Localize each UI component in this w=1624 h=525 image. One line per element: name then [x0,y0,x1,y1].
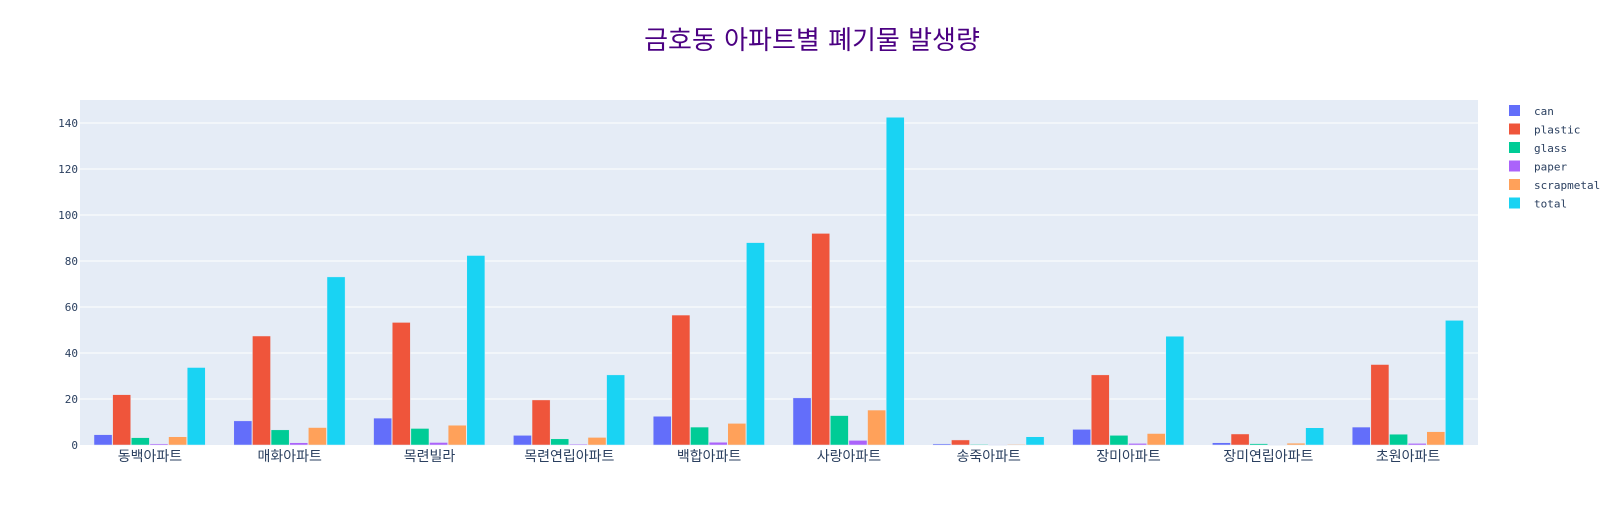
bar-total [1025,436,1045,446]
x-axis-ticks: 동백아파트 매화아파트 목련빌라 목련연립아파트 백합아파트 사랑아파트 송죽아파트 장미아파… [118,449,1441,465]
bar-can [1212,442,1231,446]
legend-label-plastic: plastic [1534,124,1580,137]
bar-can [93,434,113,446]
bar-can [652,416,672,446]
bar-plastic [112,394,132,446]
bar-can [513,435,532,446]
bar-glass [830,415,849,446]
bar-plastic [1090,374,1110,446]
bar-glass [690,426,709,446]
bar-plastic [951,439,970,446]
y-tick-label: 40 [65,347,78,360]
bar-glass [131,437,150,446]
bar-paper [569,443,588,446]
legend-label-scrapmetal: scrapmetal [1534,179,1600,192]
bar-total [1165,335,1185,446]
bar-glass [969,444,989,446]
bar-scrapmetal [308,427,327,446]
x-tick-label: 장미아파트 [1096,449,1161,465]
x-tick-label: 사랑아파트 [817,449,882,465]
legend-label-total: total [1534,198,1567,211]
bar-glass [270,429,290,446]
bar-plastic [811,233,831,446]
legend-swatch-plastic [1509,123,1520,135]
x-tick-label: 동백아파트 [118,449,183,465]
bar-can [1351,426,1371,446]
x-tick-label: 백합아파트 [677,449,742,465]
bar-plastic [531,399,551,446]
bar-scrapmetal [1146,433,1166,446]
bar-scrapmetal [168,436,187,446]
bar-total [1305,427,1324,446]
bar-total [1445,320,1464,446]
x-tick-label: 초원아파트 [1376,449,1441,465]
bar-paper [1407,443,1427,446]
bar-total [746,242,765,446]
plot-area [80,100,1478,445]
bar-paper [429,442,448,446]
bar-total [186,367,206,446]
legend-swatch-scrapmetal [1509,179,1520,190]
y-axis-ticks: 0 20 40 60 80 100 120 140 [58,117,78,452]
y-tick-label: 140 [58,117,78,130]
bar-total [466,255,486,446]
bar-plastic [671,314,691,446]
y-tick-label: 120 [58,163,78,176]
bar-scrapmetal [447,424,467,446]
bar-glass [550,438,570,446]
bar-plastic [252,335,271,446]
y-tick-label: 60 [65,301,78,314]
bar-paper [988,444,1008,446]
bar-can [233,420,253,446]
legend: can plastic glass paper scrapmetal total [1509,105,1600,211]
bar-glass [1389,433,1408,446]
bar-scrapmetal [1426,431,1446,446]
bar-scrapmetal [867,409,886,446]
legend-swatch-total [1509,197,1520,209]
bar-paper [848,440,868,446]
bar-paper [149,443,169,446]
bar-plastic [1230,433,1250,446]
bar-scrapmetal [727,423,747,446]
bar-glass [1249,443,1269,446]
x-tick-label: 목련연립아파트 [524,449,614,465]
bar-can [1072,429,1091,446]
bar-can [373,417,392,446]
bar-plastic [391,322,411,446]
x-tick-label: 목련빌라 [404,449,456,465]
bars [93,117,1464,446]
bar-glass [410,428,430,446]
bar-paper [1128,443,1147,446]
bar-scrapmetal [587,437,607,446]
legend-label-glass: glass [1534,142,1567,155]
y-tick-label: 20 [65,393,78,406]
y-tick-label: 80 [65,255,78,268]
bar-scrapmetal [1286,442,1306,446]
y-tick-label: 100 [58,209,78,222]
bar-total [606,374,625,446]
bar-paper [1268,444,1287,446]
chart-title: 금호동 아파트별 폐기물 발생량 [644,26,980,56]
bar-total [885,117,905,446]
legend-label-can: can [1534,105,1554,118]
bar-can [932,443,952,446]
legend-swatch-can [1509,105,1520,116]
bar-paper [708,441,728,446]
y-tick-label: 0 [71,439,78,452]
gridlines [80,122,1478,400]
bar-glass [1109,435,1129,446]
x-tick-label: 장미연립아파트 [1223,449,1313,465]
legend-label-paper: paper [1534,161,1567,174]
bar-can [792,397,812,446]
x-tick-label: 매화아파트 [257,449,322,465]
bar-plastic [1370,364,1390,446]
legend-swatch-paper [1509,160,1520,172]
x-tick-label: 송죽아파트 [956,449,1021,465]
bar-total [326,276,346,446]
bar-scrapmetal [1007,444,1026,446]
legend-swatch-glass [1509,142,1520,153]
bar-paper [289,442,309,446]
